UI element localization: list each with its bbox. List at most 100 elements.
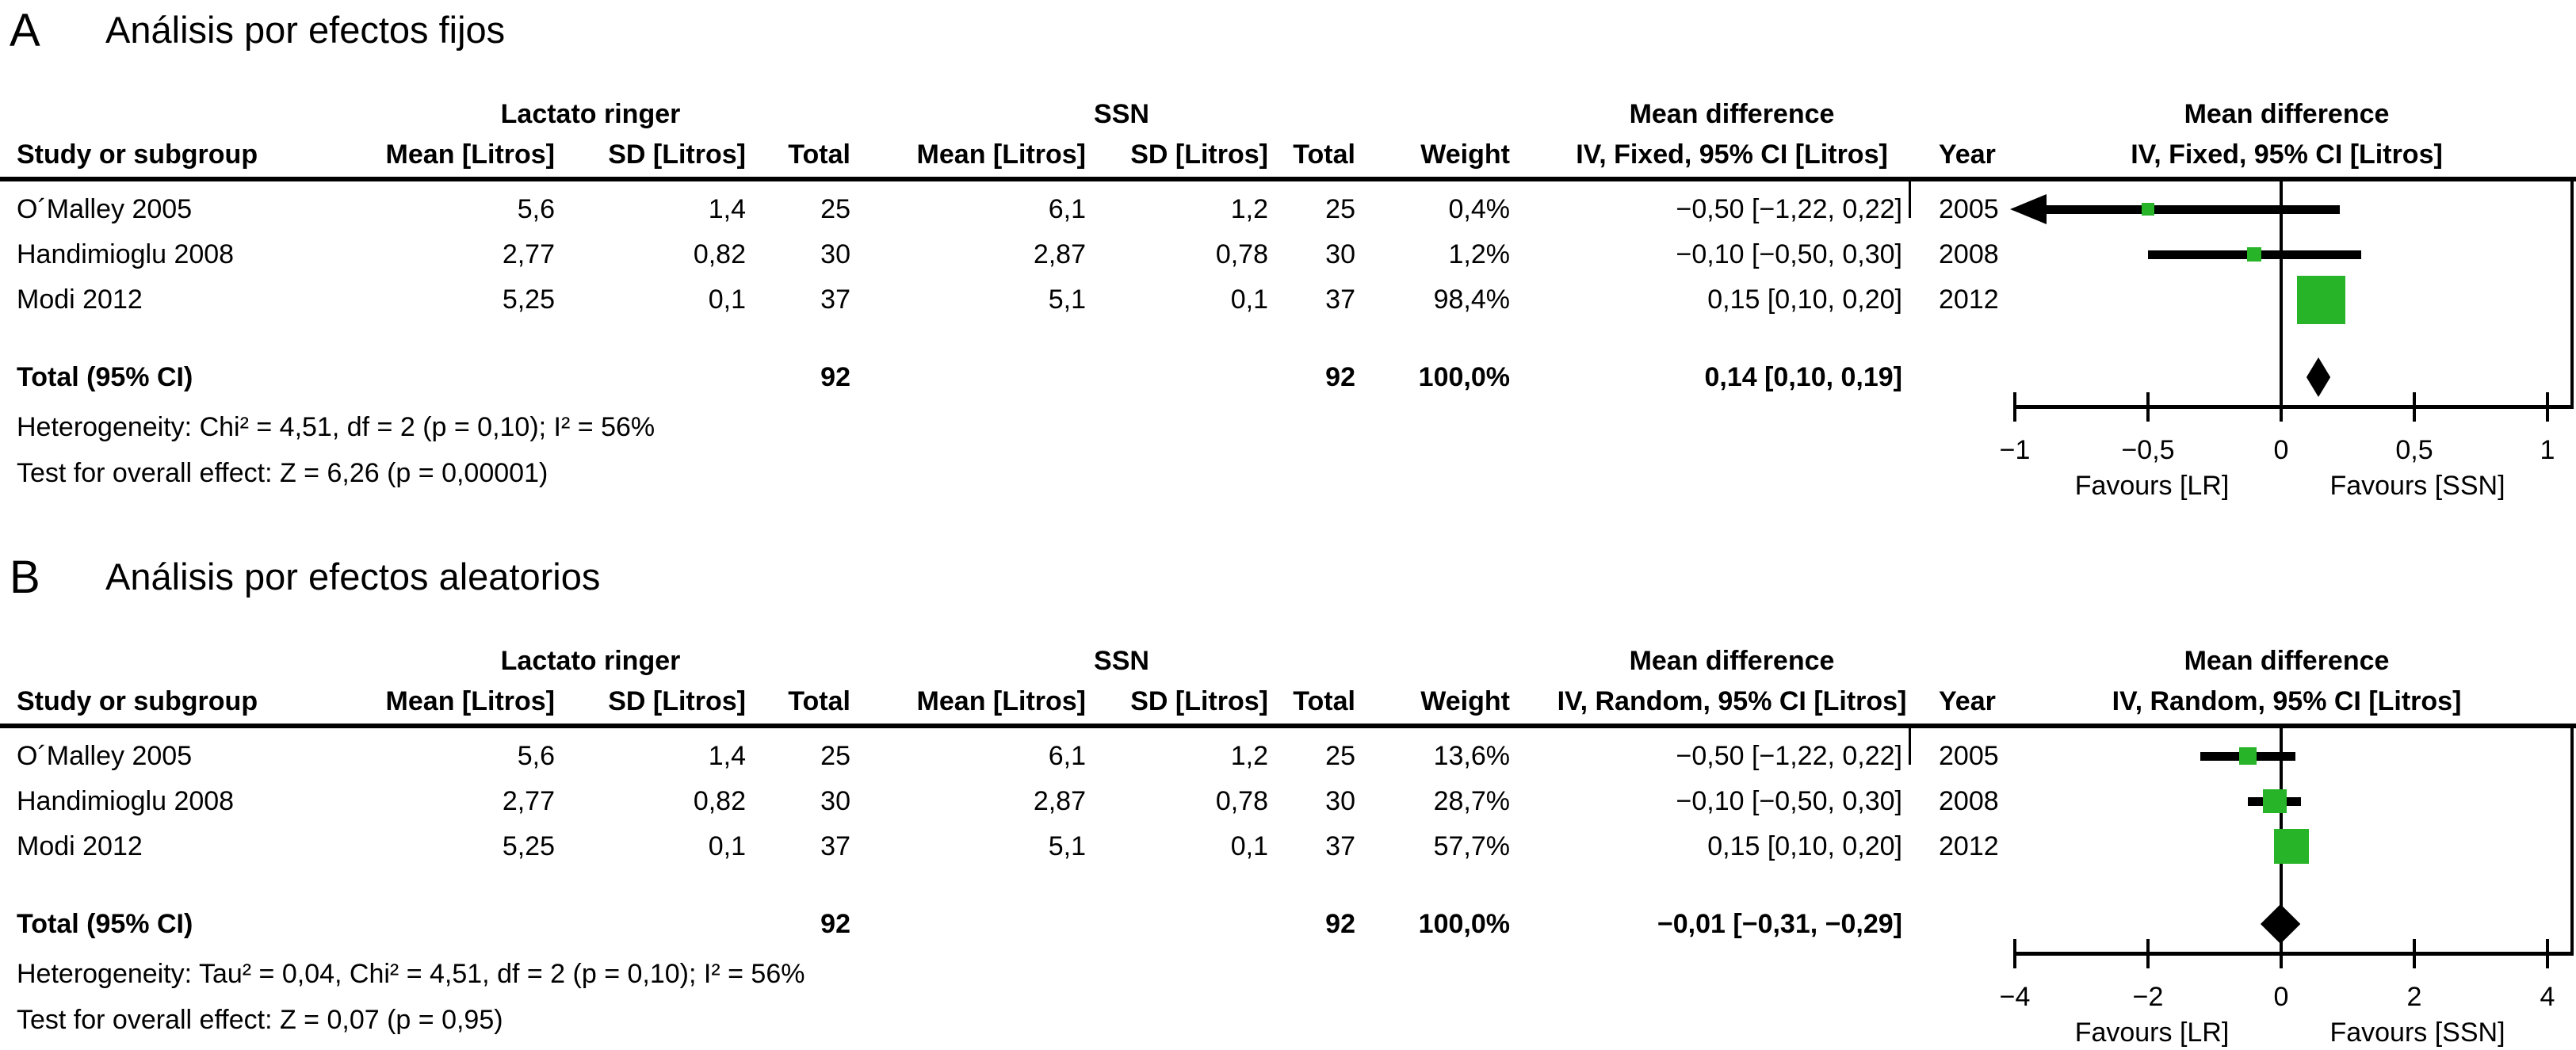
total-label: Total (95% CI) <box>17 362 193 392</box>
axis-tick-label: 1 <box>2540 435 2555 465</box>
md-plot-header: Mean difference <box>2184 646 2390 676</box>
cell-study: O´Malley 2005 <box>17 741 193 771</box>
panel-letter: B <box>10 552 40 603</box>
col-header-lr-total: Total <box>788 686 850 716</box>
cell-ssn_total: 30 <box>1325 786 1355 816</box>
axis-tick <box>2413 939 2416 968</box>
cell-ssn_sd: 0,1 <box>1230 284 1268 315</box>
col-header-weight: Weight <box>1420 686 1510 716</box>
col-header-lr-total: Total <box>788 139 850 170</box>
cell-lr_mean: 2,77 <box>502 239 555 269</box>
panel-title: Análisis por efectos aleatorios <box>105 556 601 598</box>
cell-ssn_total: 30 <box>1325 239 1355 269</box>
cell-ssn_sd: 1,2 <box>1230 194 1268 224</box>
plot-right-border <box>2570 181 2574 407</box>
col-header-study: Study or subgroup <box>17 139 258 170</box>
cell-weight: 98,4% <box>1433 284 1510 315</box>
cell-lr_mean: 5,6 <box>517 194 555 224</box>
heterogeneity-text: Heterogeneity: Chi² = 4,51, df = 2 (p = … <box>17 412 655 442</box>
group-header-lactato-ringer: Lactato ringer <box>500 646 681 676</box>
cell-lr_mean: 5,25 <box>502 284 555 315</box>
ci-line <box>2045 205 2340 214</box>
cell-lr_sd: 0,82 <box>693 786 746 816</box>
total-label: Total (95% CI) <box>17 909 193 939</box>
axis-tick <box>2546 392 2549 422</box>
zero-effect-line <box>2280 181 2283 407</box>
total-ci-text: −0,01 [−0,31, −0,29] <box>1657 909 1902 939</box>
cell-lr_sd: 1,4 <box>708 194 746 224</box>
plot-right-border <box>2570 728 2574 953</box>
cell-ssn_mean: 2,87 <box>1033 786 1086 816</box>
cell-ci_text: −0,10 [−0,50, 0,30] <box>1676 239 1902 269</box>
cell-ssn_sd: 0,78 <box>1215 239 1268 269</box>
col-header-ssn-sd: SD [Litros] <box>1130 139 1268 170</box>
cell-ci_text: 0,15 [0,10, 0,20] <box>1707 831 1902 861</box>
cell-lr_sd: 0,1 <box>708 831 746 861</box>
total-ssn-n: 92 <box>1325 362 1355 392</box>
header-rule <box>0 177 2576 181</box>
cell-ssn_mean: 6,1 <box>1048 741 1086 771</box>
effect-square <box>2247 247 2262 262</box>
axis-tick <box>2146 392 2150 422</box>
col-header-lr-sd: SD [Litros] <box>608 139 746 170</box>
x-axis-line <box>2013 952 2574 956</box>
effect-square <box>2273 829 2309 864</box>
total-ssn-n: 92 <box>1325 909 1355 939</box>
summary-diamond <box>2260 904 2301 944</box>
col-header-ssn-total: Total <box>1293 139 1355 170</box>
col-header-ssn-mean: Mean [Litros] <box>916 139 1086 170</box>
favours-right-label: Favours [SSN] <box>2329 471 2505 501</box>
total-weight: 100,0% <box>1418 909 1510 939</box>
cell-lr_total: 25 <box>820 741 850 771</box>
axis-tick <box>2280 939 2283 968</box>
x-axis-line <box>2013 405 2574 409</box>
md-plot-header: Mean difference <box>2184 99 2390 129</box>
col-header-ssn-sd: SD [Litros] <box>1130 686 1268 716</box>
cell-ssn_mean: 6,1 <box>1048 194 1086 224</box>
axis-tick-label: 0 <box>2273 982 2289 1012</box>
col-header-ssn-total: Total <box>1293 686 1355 716</box>
cell-weight: 0,4% <box>1448 194 1511 224</box>
cell-ci_text: −0,50 [−1,22, 0,22] <box>1676 741 1902 771</box>
col-header-weight: Weight <box>1420 139 1510 170</box>
header-rule <box>0 724 2576 728</box>
cell-lr_total: 25 <box>820 194 850 224</box>
col-header-ci: IV, Fixed, 95% CI [Litros] <box>1576 139 1888 170</box>
total-lr-n: 92 <box>820 909 850 939</box>
cell-lr_sd: 1,4 <box>708 741 746 771</box>
cell-ssn_sd: 1,2 <box>1230 741 1268 771</box>
axis-tick <box>2546 939 2549 968</box>
cell-study: Handimioglu 2008 <box>17 786 235 816</box>
cell-lr_total: 30 <box>820 239 850 269</box>
col-header-lr-mean: Mean [Litros] <box>385 686 555 716</box>
axis-tick-label: −4 <box>1999 982 2031 1012</box>
cell-study: Modi 2012 <box>17 831 143 861</box>
col-header-ci: IV, Random, 95% CI [Litros] <box>1557 686 1907 716</box>
axis-tick-label: 4 <box>2540 982 2555 1012</box>
cell-ci_text: −0,10 [−0,50, 0,30] <box>1676 786 1902 816</box>
cell-study: Handimioglu 2008 <box>17 239 235 269</box>
panel-letter: A <box>10 5 40 56</box>
favours-left-label: Favours [LR] <box>2074 471 2230 501</box>
cell-lr_mean: 5,6 <box>517 741 555 771</box>
overall-effect-text: Test for overall effect: Z = 6,26 (p = 0… <box>17 458 548 488</box>
effect-square <box>2239 747 2257 765</box>
col-header-lr-sd: SD [Litros] <box>608 686 746 716</box>
cell-ssn_mean: 5,1 <box>1048 284 1086 315</box>
cell-year: 2008 <box>1939 786 1999 816</box>
cell-year: 2008 <box>1939 239 1999 269</box>
cell-year: 2012 <box>1939 284 1999 315</box>
col-header-lr-mean: Mean [Litros] <box>385 139 555 170</box>
cell-lr_sd: 0,82 <box>693 239 746 269</box>
effect-square <box>2262 789 2287 813</box>
axis-tick-label: 0 <box>2273 435 2289 465</box>
cell-lr_total: 30 <box>820 786 850 816</box>
axis-tick <box>2413 392 2416 422</box>
plot-header-ci: IV, Random, 95% CI [Litros] <box>2112 686 2462 716</box>
cell-weight: 57,7% <box>1433 831 1510 861</box>
cell-year: 2005 <box>1939 741 1999 771</box>
effect-square <box>2142 203 2154 216</box>
